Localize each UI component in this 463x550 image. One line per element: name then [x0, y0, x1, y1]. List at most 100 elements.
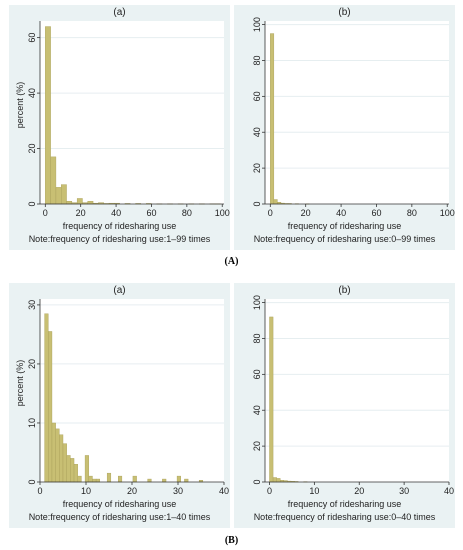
- chart-plot: 0 10 20 30 0 10 20 30 40: [27, 299, 229, 496]
- bar: [73, 464, 78, 483]
- plot-area: [265, 299, 449, 482]
- panel-note: Note:frequency of ridesharing use:1–40 t…: [28, 512, 211, 522]
- bar: [76, 198, 83, 205]
- x-tick-label: 60: [146, 208, 156, 218]
- bar: [50, 156, 57, 205]
- chart-plot: 0 20 40 60 0 20 40 60 80 100: [27, 21, 230, 218]
- x-tick-label: 80: [407, 208, 417, 218]
- bar: [88, 475, 93, 483]
- x-tick-label: 10: [309, 486, 319, 496]
- bar: [66, 455, 71, 483]
- bar: [117, 475, 123, 483]
- plot-area: [40, 299, 224, 482]
- panel-title: (b): [338, 7, 351, 18]
- y-tick-label: 40: [27, 88, 37, 98]
- bar: [106, 472, 112, 483]
- bar: [147, 478, 152, 483]
- panel-b-top: (b) 0 20 40 60 80 100 0 20 40 60 80 100 frequency o…: [234, 5, 455, 250]
- panel-title: (a): [113, 7, 126, 18]
- y-tick-label: 100: [252, 17, 262, 32]
- y-tick-label: 0: [252, 201, 262, 206]
- bar: [92, 478, 97, 483]
- chart-plot: 0 20 40 60 80 100 0 20 40 60 80 100: [252, 17, 455, 218]
- x-axis-label: frequency of ridesharing use: [62, 499, 177, 509]
- y-tick-label: 60: [252, 369, 262, 379]
- bar: [59, 434, 64, 483]
- bar: [55, 428, 60, 483]
- bar: [184, 478, 189, 483]
- bar: [62, 443, 67, 483]
- y-tick-label: 40: [252, 127, 262, 137]
- bar: [95, 478, 101, 483]
- x-tick-label: 40: [219, 486, 229, 496]
- bar: [87, 201, 94, 205]
- bar: [276, 478, 281, 483]
- bar: [132, 475, 137, 483]
- x-axis-label: frequency of ridesharing use: [287, 499, 402, 509]
- x-tick-label: 40: [336, 208, 346, 218]
- bar: [45, 26, 51, 205]
- panel-note: Note:frequency of ridesharing use:0–40 t…: [253, 512, 436, 522]
- x-tick-label: 0: [268, 208, 273, 218]
- bar: [61, 184, 67, 205]
- x-tick-label: 100: [440, 208, 455, 218]
- x-tick-label: 0: [43, 208, 48, 218]
- y-tick-label: 60: [252, 91, 262, 101]
- x-tick-label: 40: [111, 208, 121, 218]
- panel-b-bottom: (b) 0 20 40 60 80 100 0 10 20 30 40 frequency of r…: [234, 283, 455, 528]
- bar: [269, 316, 274, 483]
- bar: [66, 201, 73, 205]
- y-tick-label: 0: [27, 479, 37, 484]
- bar: [162, 478, 167, 483]
- y-tick-label: 20: [27, 144, 37, 154]
- x-tick-label: 60: [371, 208, 381, 218]
- x-tick-label: 40: [444, 486, 454, 496]
- bar: [84, 455, 89, 483]
- panel-a-top: (a) percent (%) 0 20 40 60 0 20 40 60 80 100 freq…: [9, 5, 230, 250]
- bar: [55, 187, 62, 205]
- x-tick-label: 100: [215, 208, 230, 218]
- bar: [270, 33, 275, 205]
- y-tick-label: 80: [252, 333, 262, 343]
- panel-note: Note:frequency of ridesharing use:0–99 t…: [253, 234, 436, 244]
- y-tick-label: 60: [27, 33, 37, 43]
- bar: [77, 475, 82, 483]
- figure-label-a: (A): [224, 256, 239, 267]
- figure-label-b: (B): [224, 535, 239, 546]
- bar: [48, 331, 53, 483]
- y-tick-label: 20: [252, 163, 262, 173]
- x-tick-label: 20: [301, 208, 311, 218]
- plot-area: [40, 21, 224, 204]
- y-tick-label: 0: [27, 201, 37, 206]
- x-tick-label: 30: [399, 486, 409, 496]
- x-tick-label: 10: [81, 486, 91, 496]
- chart-plot: 0 20 40 60 80 100 0 10 20 30 40: [252, 295, 454, 496]
- x-tick-label: 0: [267, 486, 272, 496]
- bar: [51, 422, 56, 483]
- x-tick-label: 30: [173, 486, 183, 496]
- panel-title: (a): [113, 285, 126, 296]
- bar: [44, 313, 49, 483]
- y-tick-label: 100: [252, 295, 262, 310]
- plot-area: [265, 21, 449, 204]
- bar: [70, 458, 75, 483]
- x-tick-label: 80: [182, 208, 192, 218]
- panel-note: Note:frequency of ridesharing use:1–99 t…: [28, 234, 211, 244]
- y-tick-label: 10: [27, 418, 37, 428]
- y-tick-label: 20: [27, 359, 37, 369]
- panel-title: (b): [338, 285, 351, 296]
- bar: [272, 477, 277, 483]
- bar: [273, 199, 278, 205]
- bar: [176, 475, 181, 483]
- x-axis-label: frequency of ridesharing use: [62, 221, 177, 231]
- y-tick-label: 0: [252, 479, 262, 484]
- y-tick-label: 40: [252, 405, 262, 415]
- panel-a-bottom: (a) percent (%) 0 10 20 30 0 10 20 30 40 frequen…: [9, 283, 230, 528]
- y-tick-label: 80: [252, 55, 262, 65]
- y-tick-label: 30: [27, 300, 37, 310]
- x-axis-label: frequency of ridesharing use: [287, 221, 402, 231]
- x-tick-label: 0: [37, 486, 42, 496]
- y-tick-label: 20: [252, 441, 262, 451]
- x-tick-label: 20: [127, 486, 137, 496]
- x-tick-label: 20: [76, 208, 86, 218]
